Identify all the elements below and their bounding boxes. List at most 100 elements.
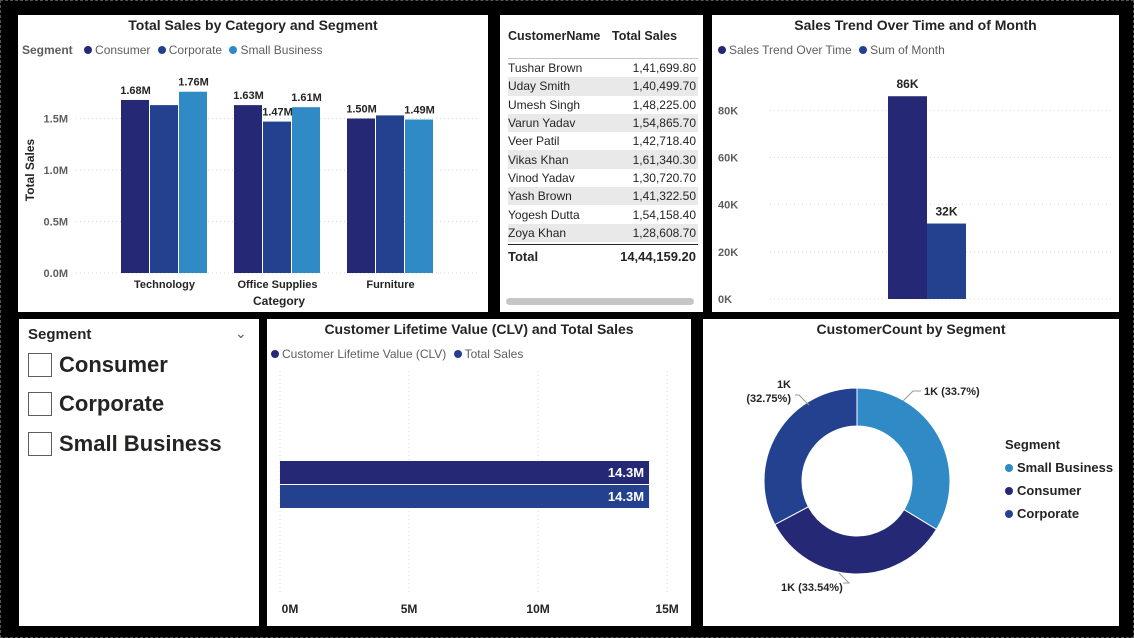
- trend-chart-title: Sales Trend Over Time and of Month: [794, 17, 1037, 33]
- y-tick-label: 20K: [718, 247, 738, 259]
- donut-legend-consumer[interactable]: Consumer: [1005, 483, 1113, 498]
- cell-total-sales: 1,41,699.80: [632, 61, 696, 76]
- y-tick-label: 40K: [718, 200, 738, 212]
- sum-of-month-legend-dot: [859, 46, 868, 54]
- slicer-item-label: Small Business: [59, 431, 222, 456]
- clv-visual[interactable]: Customer Lifetime Value (CLV) and Total …: [267, 319, 691, 626]
- table-row[interactable]: Umesh Singh 1,48,225.00: [508, 96, 698, 114]
- cell-customer-name: Uday Smith: [508, 79, 571, 94]
- checkbox[interactable]: [28, 432, 52, 456]
- checkbox[interactable]: [28, 392, 52, 416]
- header-total-sales[interactable]: Total Sales: [612, 29, 678, 43]
- bar: [405, 119, 433, 273]
- checkbox[interactable]: [28, 353, 52, 377]
- table-row[interactable]: Zoya Khan 1,28,608.70: [508, 223, 698, 242]
- category-segment-visual[interactable]: Total Sales by Category and Segment Segm…: [18, 15, 488, 312]
- y-tick-label: 0K: [718, 294, 732, 306]
- donut-legend-small-business[interactable]: Small Business: [1005, 460, 1113, 475]
- donut-legend-corporate[interactable]: Corporate: [1005, 506, 1113, 521]
- data-label: 1.47M: [262, 107, 293, 119]
- legend-sales-trend[interactable]: Sales Trend Over Time: [729, 43, 852, 57]
- x-tick-label: 5M: [401, 602, 418, 616]
- total-sales-legend-dot: [453, 350, 462, 358]
- slicer-item-corporate[interactable]: Corporate: [28, 391, 164, 417]
- table-body: Tushar Brown 1,41,699.80 Uday Smith 1,40,49…: [508, 59, 698, 242]
- cell-customer-name: Vinod Yadav: [508, 170, 575, 185]
- x-tick-label: 15M: [655, 602, 678, 616]
- legend-consumer[interactable]: Consumer: [95, 43, 151, 57]
- donut-legend-title: Segment: [1005, 437, 1060, 452]
- table-row[interactable]: Veer Patil 1,42,718.40: [508, 132, 698, 150]
- legend-label: Corporate: [1017, 506, 1080, 521]
- data-label: (32.75%): [746, 393, 791, 405]
- bar: [347, 118, 375, 273]
- table-row[interactable]: Uday Smith 1,40,499.70: [508, 77, 698, 96]
- bar: [376, 115, 404, 273]
- leader-line: [838, 572, 851, 584]
- slicer-item-label: Corporate: [59, 391, 165, 416]
- cell-total-sales: 1,54,865.70: [632, 116, 696, 131]
- legend-total-sales[interactable]: Total Sales: [464, 347, 524, 361]
- bar: [179, 91, 207, 273]
- legend-small-business[interactable]: Small Business: [240, 43, 323, 57]
- category-chart-title: Total Sales by Category and Segment: [128, 17, 378, 33]
- bar: [263, 121, 291, 273]
- data-label: 1.76M: [178, 77, 209, 89]
- data-label: 1K (33.7%): [924, 386, 980, 398]
- bar: [280, 461, 650, 484]
- total-value: 14,44,159.20: [620, 248, 696, 264]
- trend-bar-chart: 0K 20K 40K 60K 80K 86K 32K: [718, 77, 1112, 306]
- donut-chart: 1K (33.7%) 1K (33.54%) 1K (32.75%): [746, 379, 980, 594]
- data-label: 1.61M: [291, 92, 322, 104]
- slicer-item-label: Consumer: [59, 352, 168, 377]
- leader-line: [902, 390, 921, 402]
- category-chart-legend: Segment Consumer Corporate Small Busines…: [22, 43, 322, 57]
- clv-legend-dot: [271, 350, 279, 358]
- data-label: 1K: [777, 379, 791, 391]
- header-customer-name[interactable]: CustomerName: [508, 29, 601, 43]
- sales-trend-legend-dot: [718, 46, 726, 54]
- x-axis-title: Category: [253, 294, 305, 308]
- consumer-legend-dot: [84, 46, 93, 54]
- cell-total-sales: 1,54,158.40: [632, 207, 696, 222]
- table-header: CustomerName Total Sales: [508, 29, 698, 59]
- customer-count-visual[interactable]: CustomerCount by Segment 1K (33.7%) 1K (3…: [703, 319, 1119, 626]
- y-axis-title: Total Sales: [23, 138, 37, 201]
- bar: [280, 485, 650, 508]
- slicer-item-small-business[interactable]: Small Business: [28, 431, 222, 457]
- segment-slicer[interactable]: Segment ⌄ Consumer Corporate Small Busin…: [19, 319, 259, 626]
- cell-customer-name: Yogesh Dutta: [508, 207, 580, 222]
- legend-label: Small Business: [1017, 460, 1114, 475]
- table-row[interactable]: Varun Yadav 1,54,865.70: [508, 113, 698, 133]
- sales-trend-visual[interactable]: Sales Trend Over Time and of Month Sales…: [712, 15, 1119, 312]
- slicer-item-consumer[interactable]: Consumer: [28, 352, 168, 378]
- customer-table-visual[interactable]: CustomerName Total Sales Tushar Brown 1,4…: [500, 15, 703, 312]
- table-row[interactable]: Vikas Khan 1,61,340.30: [508, 150, 698, 169]
- chevron-down-icon[interactable]: ⌄: [235, 325, 247, 341]
- cell-total-sales: 1,30,720.70: [632, 170, 696, 185]
- legend-clv[interactable]: Customer Lifetime Value (CLV): [282, 347, 447, 361]
- x-tick-label: Technology: [134, 279, 196, 291]
- small-business-legend-dot: [229, 46, 238, 54]
- cell-customer-name: Yash Brown: [508, 189, 572, 204]
- table-row[interactable]: Yogesh Dutta 1,54,158.40: [508, 205, 698, 223]
- data-label: 1K (33.54%): [781, 582, 843, 594]
- cell-total-sales: 1,28,608.70: [632, 225, 696, 240]
- table-row[interactable]: Tushar Brown 1,41,699.80: [508, 59, 698, 77]
- data-label: 1.49M: [404, 105, 435, 117]
- trend-chart-legend: Sales Trend Over Time Sum of Month: [714, 43, 945, 57]
- table-row[interactable]: Yash Brown 1,41,322.50: [508, 187, 698, 206]
- x-tick-label: 10M: [526, 602, 549, 616]
- y-tick-label: 60K: [718, 153, 738, 165]
- clv-chart-legend: Customer Lifetime Value (CLV) Total Sale…: [267, 347, 523, 361]
- bar: [150, 105, 178, 273]
- small-business-dot: [1005, 463, 1013, 472]
- horizontal-scrollbar[interactable]: [506, 298, 694, 305]
- legend-corporate[interactable]: Corporate: [168, 43, 223, 57]
- cell-total-sales: 1,41,322.50: [632, 189, 696, 204]
- legend-title: Segment: [22, 43, 73, 57]
- legend-sum-of-month[interactable]: Sum of Month: [870, 43, 945, 57]
- cell-customer-name: Vikas Khan: [508, 152, 569, 167]
- table-row[interactable]: Vinod Yadav 1,30,720.70: [508, 169, 698, 187]
- legend-label: Consumer: [1017, 483, 1082, 498]
